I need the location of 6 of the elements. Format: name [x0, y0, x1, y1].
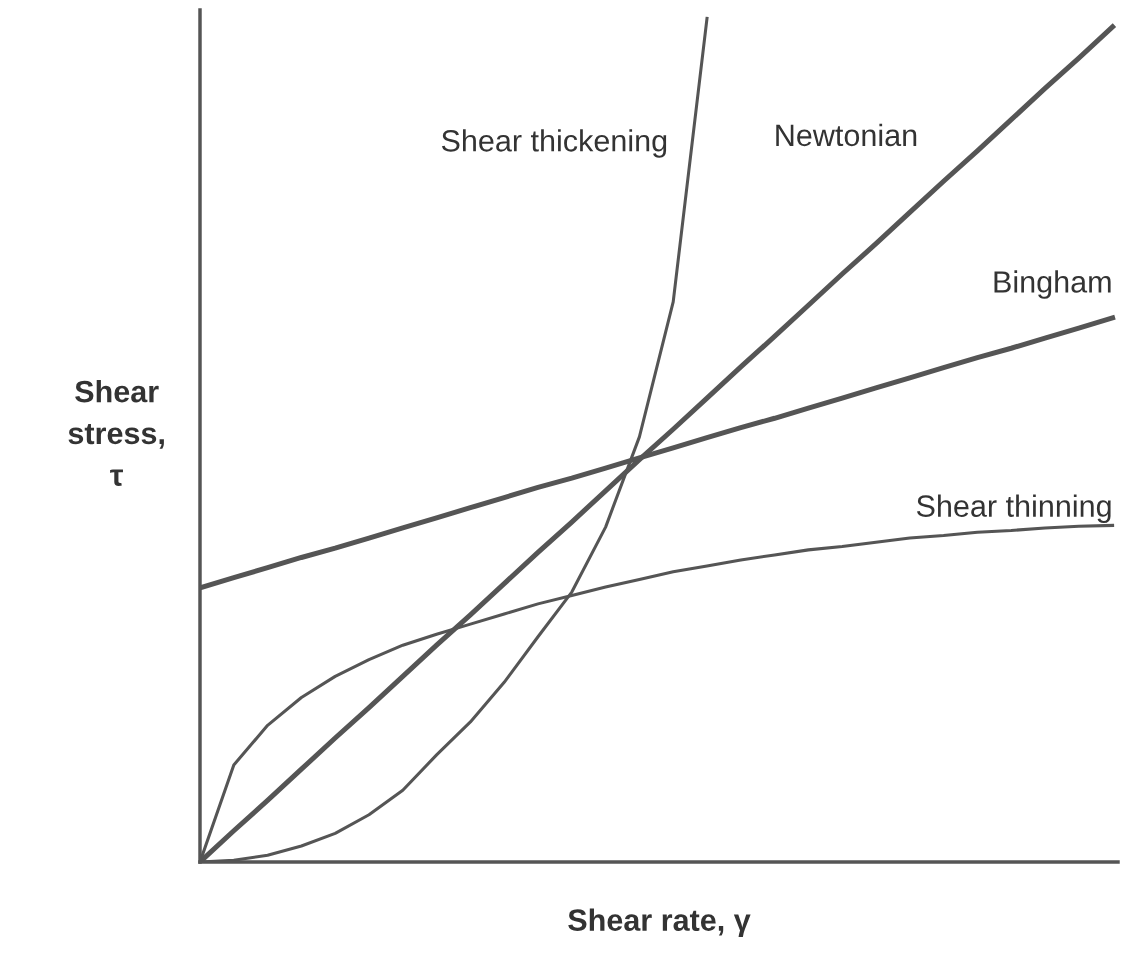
series-label: Newtonian	[776, 123, 917, 147]
series-label: Shear thinning	[916, 494, 1111, 523]
y-axis-title: Shear stress, τ	[68, 379, 164, 486]
x-axis-title: Shear rate, γ	[568, 908, 751, 937]
series-label: Bingham	[994, 270, 1111, 299]
series-label: Shear thickening	[441, 129, 667, 158]
